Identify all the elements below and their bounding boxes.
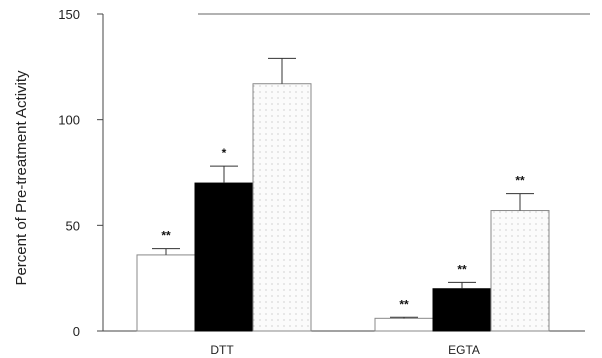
bar-dtt-series-1 bbox=[136, 254, 196, 332]
y-axis-ticks: 0 50 100 150 bbox=[58, 7, 103, 339]
bar-egta-series-2 bbox=[432, 288, 492, 332]
significance-marker: ** bbox=[161, 229, 171, 243]
bar-dtt-series-3 bbox=[252, 83, 312, 332]
significance-marker: ** bbox=[515, 174, 525, 188]
y-tick-label: 50 bbox=[66, 218, 80, 233]
category-label-dtt: DTT bbox=[210, 343, 234, 357]
significance-marker: ** bbox=[457, 262, 467, 276]
bar-egta-series-3 bbox=[490, 210, 550, 332]
bar-egta-series-1 bbox=[374, 317, 434, 332]
significance-marker: * bbox=[222, 146, 227, 160]
bars-group: ********* bbox=[136, 57, 550, 332]
y-tick-label: 150 bbox=[58, 7, 80, 22]
bar-dtt-series-2 bbox=[194, 182, 254, 332]
y-tick-label: 100 bbox=[58, 113, 80, 128]
y-tick-label: 0 bbox=[73, 324, 80, 339]
significance-marker: ** bbox=[399, 297, 409, 311]
y-axis-label: Percent of Pre-treatment Activity bbox=[13, 70, 30, 286]
category-labels: DTT EGTA bbox=[210, 343, 480, 357]
category-label-egta: EGTA bbox=[448, 343, 480, 357]
